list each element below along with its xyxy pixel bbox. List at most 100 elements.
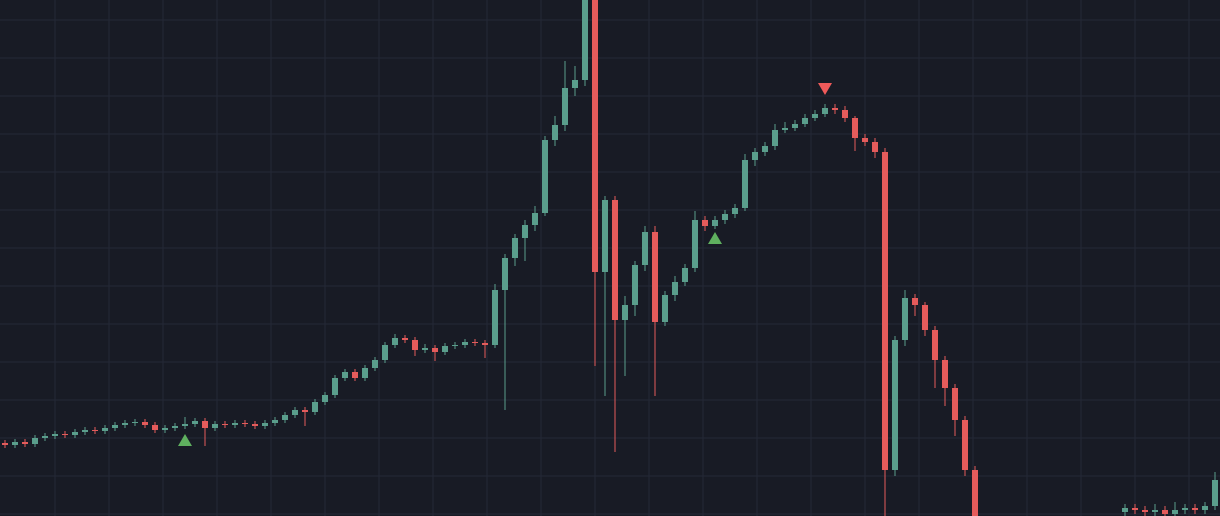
candle-body [452,345,458,346]
candle-body [552,125,558,140]
candle-body [362,368,368,378]
candle-body [602,200,608,272]
candle-body [972,470,978,516]
candle-body [752,152,758,160]
candle-body [502,258,508,290]
candle-body [42,436,48,438]
candle-body [682,268,688,282]
candle-body [392,338,398,345]
candle-body [632,265,638,305]
candle-body [922,305,928,330]
candle-body [232,423,238,425]
signals [178,83,832,446]
candle-body [292,410,298,415]
candle-body [192,421,198,424]
candle-body [582,0,588,80]
candle-body [912,298,918,305]
candle-body [262,423,268,426]
candle-body [222,424,228,425]
candle-body [1122,508,1128,512]
candle-body [112,425,118,428]
candle-body [742,160,748,208]
candle-body [532,213,538,225]
candle-body [482,343,488,345]
candle-body [122,423,128,425]
candle-body [1192,508,1198,510]
sell-signal [818,83,832,95]
candle-body [182,424,188,426]
candle-body [822,108,828,114]
candle-body [282,415,288,420]
candle-body [272,420,278,423]
candle-body [852,118,858,138]
candle-body [782,128,788,130]
candle-body [1162,510,1168,514]
candle-body [652,232,658,322]
candle-body [642,232,648,265]
candle-body [382,345,388,360]
candle-body [772,130,778,146]
candle-body [2,443,8,445]
candle-body [882,152,888,470]
candle-body [622,305,628,320]
candle-body [872,142,878,152]
candle-body [172,426,178,428]
candle-body [142,422,148,425]
candle-body [662,295,668,322]
candle-body [702,220,708,226]
candle-body [442,346,448,352]
candle-body [332,378,338,395]
candle-body [202,421,208,428]
candle-body [422,348,428,350]
candle-body [802,118,808,124]
candle-body [842,110,848,118]
candle-body [1142,510,1148,512]
candle-body [322,395,328,402]
candle-body [102,428,108,431]
candle-body [32,438,38,444]
candle-body [712,220,718,226]
candle-body [542,140,548,213]
candle-body [352,372,358,378]
candle-body [1132,508,1138,510]
candle-body [942,360,948,388]
candle-body [812,114,818,118]
candle-body [92,430,98,431]
candle-body [612,200,618,320]
candle-body [762,146,768,152]
candle-body [432,348,438,352]
candle-body [1212,480,1218,506]
candle-body [12,442,18,445]
candle-body [572,80,578,88]
candle-body [512,238,518,258]
buy-signal [178,434,192,446]
candle-body [792,124,798,128]
candle-body [592,0,598,272]
candle-body [832,108,838,110]
candle-body [212,424,218,428]
candle-body [472,342,478,343]
candle-body [372,360,378,368]
candle-body [152,425,158,430]
candle-body [342,372,348,378]
candle-body [962,420,968,470]
candle-body [932,330,938,360]
candle-body [252,424,258,426]
candle-body [1202,506,1208,510]
candle-body [722,214,728,220]
candle-body [862,138,868,142]
buy-signal [708,232,722,244]
candle-body [52,434,58,436]
candle-body [412,340,418,350]
candle-body [462,342,468,345]
candle-body [132,422,138,423]
candle-body [1152,510,1158,512]
candle-body [312,402,318,412]
candle-body [22,442,28,444]
candle-body [1182,508,1188,510]
candle-body [402,338,408,340]
